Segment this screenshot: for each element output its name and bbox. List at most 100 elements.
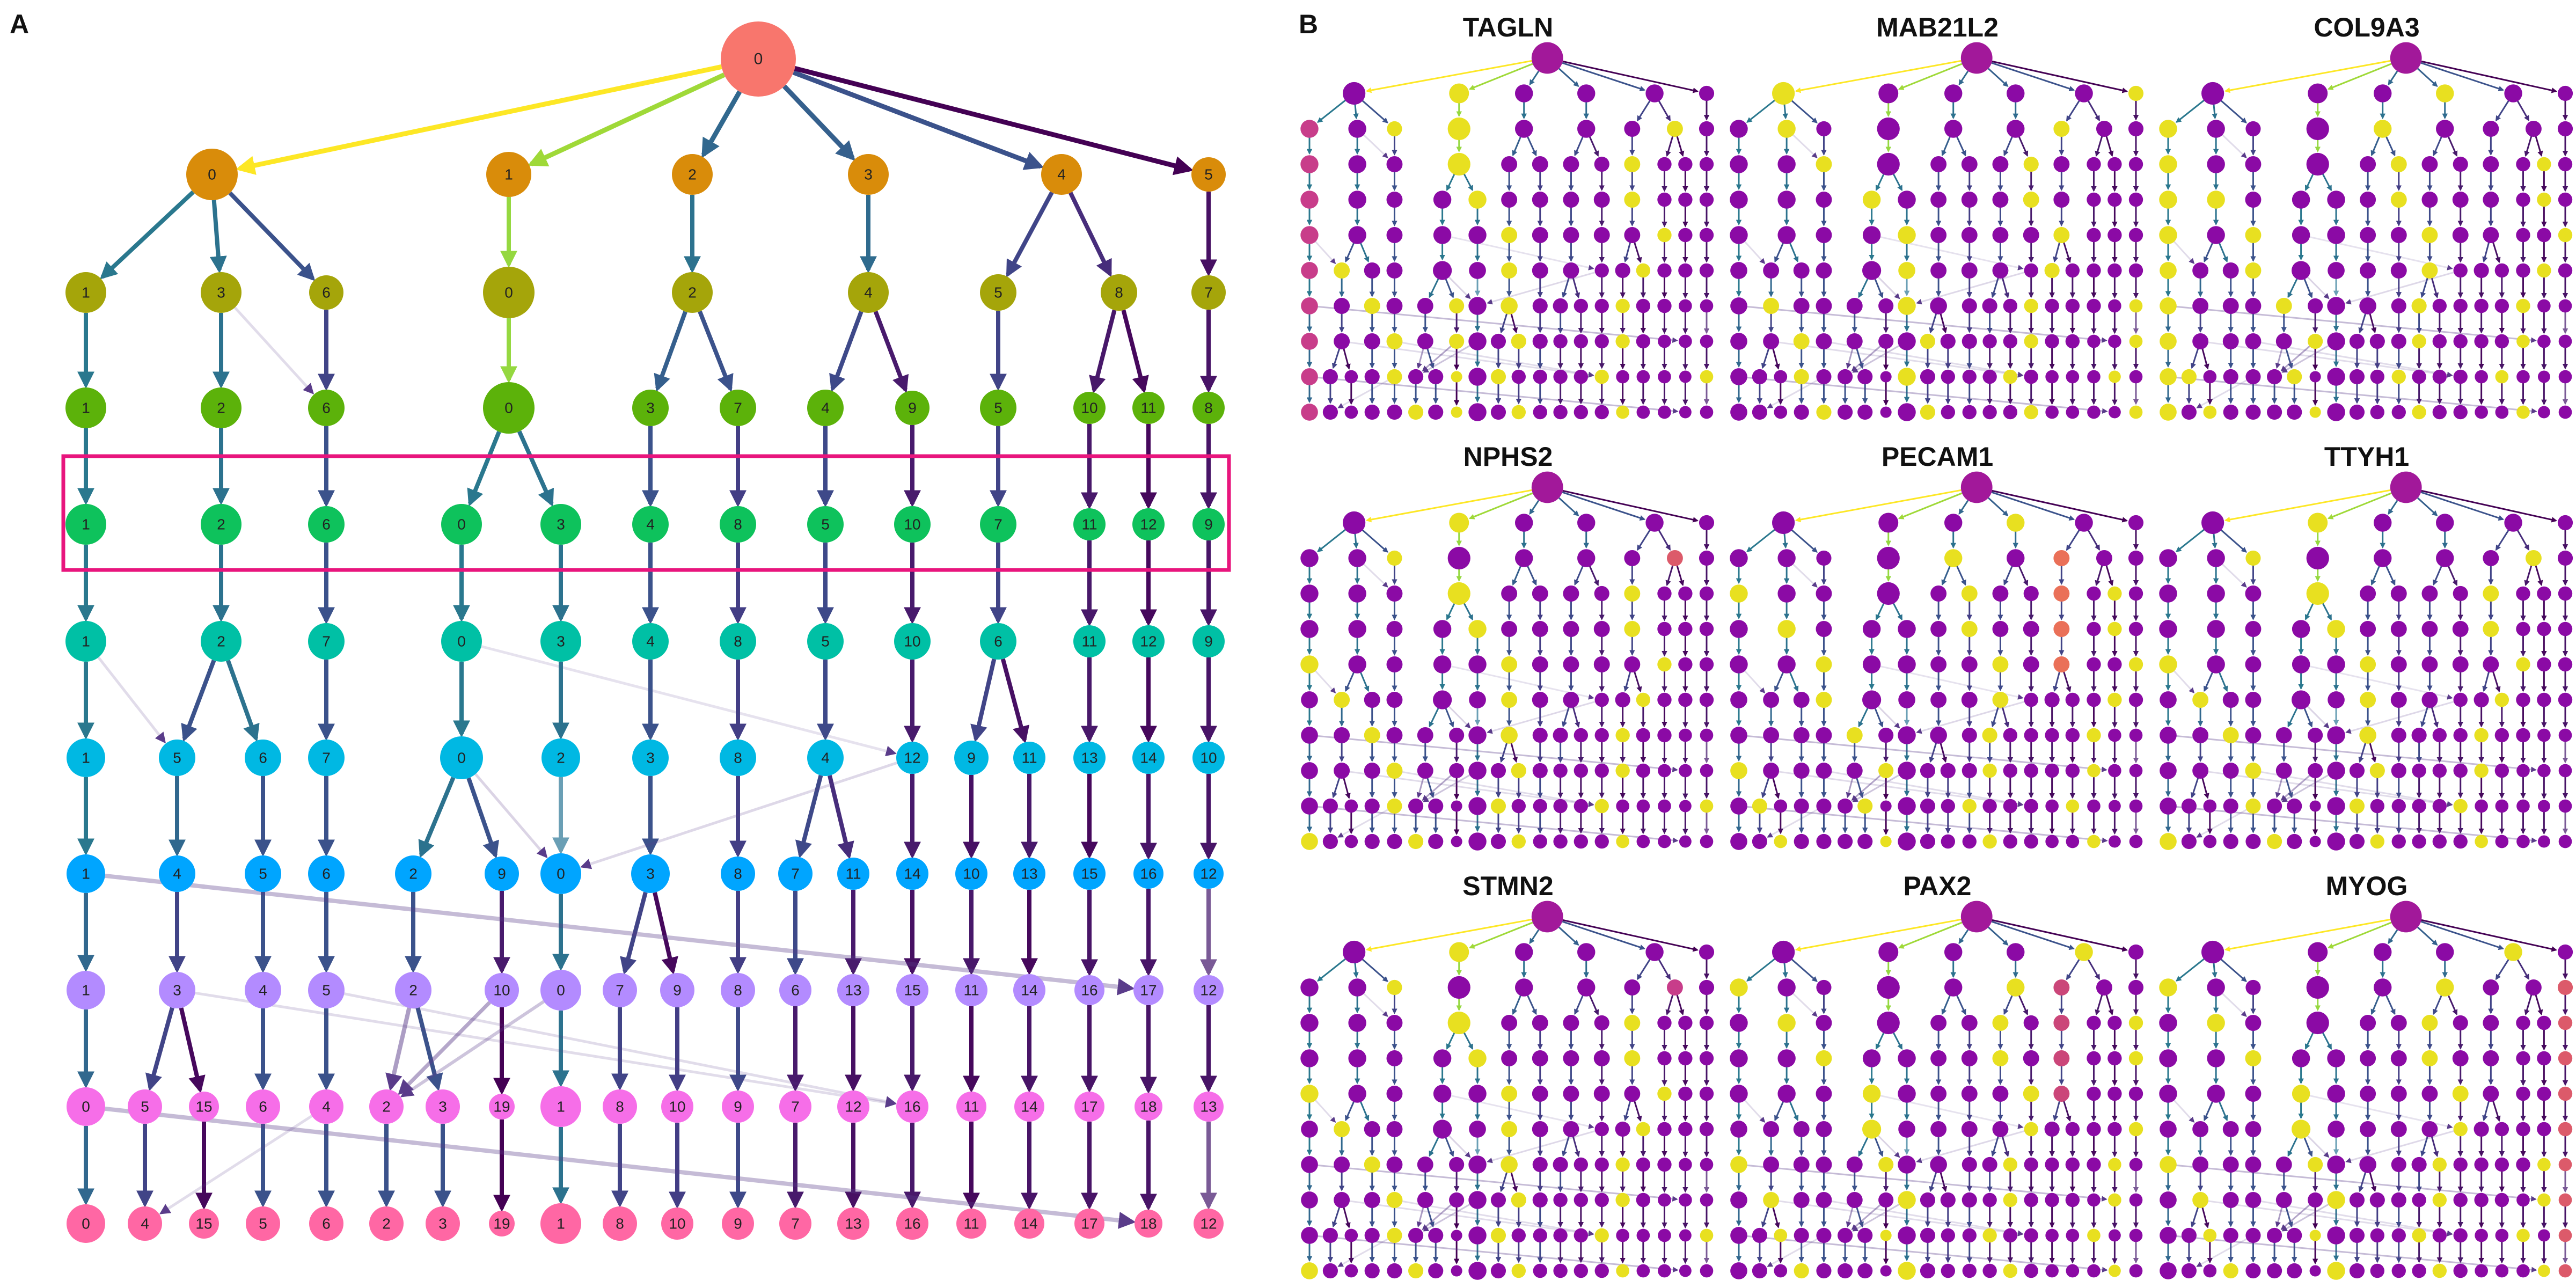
tree-node	[603, 973, 637, 1007]
mini-node	[2327, 726, 2345, 744]
mini-node	[1730, 833, 1747, 850]
mini-node	[1364, 1263, 1380, 1279]
mini-node	[1447, 1011, 1470, 1035]
mini-node	[1846, 763, 1863, 779]
mini-node	[1962, 1192, 1977, 1208]
mini-node	[1387, 369, 1402, 385]
mini-edge	[2388, 929, 2398, 945]
mini-node	[1816, 298, 1832, 314]
tree-node	[632, 390, 669, 426]
tree-node-label: 14	[1021, 1216, 1037, 1232]
mini-edge	[2495, 529, 2509, 551]
mini-node	[2432, 834, 2447, 849]
mini-node	[2159, 1014, 2177, 1032]
mini-node	[1658, 1193, 1671, 1207]
mini-node	[2349, 1192, 2365, 1208]
mini-edge	[2524, 994, 2533, 1016]
mini-edge	[2370, 995, 2380, 1015]
mini-node	[2087, 1015, 2101, 1030]
mini-node	[2023, 656, 2039, 672]
mini-node	[2107, 1051, 2122, 1066]
mini-node	[1982, 763, 1997, 778]
mini-node	[2558, 1051, 2573, 1066]
mini-node	[1574, 369, 1589, 384]
mini-node	[2107, 192, 2122, 207]
mini-edge	[2175, 958, 2205, 982]
mini-node	[1344, 370, 1358, 384]
mini-node	[2327, 1262, 2345, 1280]
mini-node	[1730, 1227, 1747, 1244]
mini-node	[1301, 1191, 1318, 1209]
mini-node	[2107, 1086, 2122, 1101]
mini-node	[1593, 1086, 1610, 1102]
tree-node	[632, 623, 669, 660]
mini-node	[2181, 404, 2197, 420]
mini-edge	[2492, 671, 2501, 693]
mini-node	[1699, 550, 1715, 566]
mini-edge	[1789, 243, 1799, 263]
tree-node	[540, 621, 581, 662]
mini-edge	[1846, 1207, 1854, 1228]
tree-node	[980, 623, 1016, 660]
mini-node	[2483, 621, 2499, 637]
mini-node	[2390, 471, 2422, 503]
tree-node	[189, 1092, 219, 1122]
mini-node	[2328, 262, 2345, 279]
tree-node-label: 2	[688, 166, 697, 183]
mini-node	[2516, 1193, 2530, 1207]
mini-edge	[1852, 345, 1900, 373]
mini-node	[2327, 832, 2345, 851]
mini-node	[2287, 1227, 2302, 1243]
mini-node	[1816, 1086, 1832, 1102]
mini-node	[1880, 406, 1892, 418]
mini-node	[1636, 263, 1651, 278]
mini-node	[2267, 798, 2282, 814]
mini-edge	[1851, 774, 1881, 801]
mini-node	[2245, 979, 2261, 996]
mini-node	[2412, 334, 2426, 349]
mini-node	[1636, 1157, 1651, 1172]
mini-node	[1387, 404, 1402, 420]
mini-node	[1563, 227, 1579, 243]
mini-node	[1930, 227, 1947, 243]
mini-node	[2087, 1264, 2101, 1278]
mini-node	[1553, 799, 1568, 814]
mini-node	[2516, 692, 2530, 707]
mini-edge	[2173, 670, 2195, 694]
tree-node-label: 9	[734, 1216, 742, 1232]
mini-node	[1898, 620, 1916, 638]
mini-node	[2003, 369, 2018, 384]
mini-node	[1616, 1264, 1629, 1278]
mini-node	[1624, 121, 1641, 137]
tree-node	[309, 275, 343, 310]
mini-node	[1636, 728, 1651, 743]
mini-edge	[2221, 134, 2247, 158]
mini-edge	[1987, 68, 2009, 87]
mini-node	[1447, 546, 1470, 570]
mini-edge	[1416, 1207, 1424, 1228]
mini-node	[1449, 513, 1469, 533]
mini-node	[2087, 192, 2101, 207]
mini-node	[2267, 833, 2282, 850]
mini-edge	[1658, 530, 1671, 551]
mini-node	[1898, 655, 1916, 674]
mini-edge	[2287, 707, 2298, 728]
mini-node	[1322, 1263, 1338, 1279]
mini-node	[2108, 1158, 2121, 1172]
mini-node	[2369, 763, 2385, 779]
mini-node	[2207, 1014, 2225, 1032]
mini-node	[1533, 369, 1547, 384]
mini-edge	[1510, 1172, 1518, 1192]
mini-node	[2128, 1086, 2143, 1101]
mini-node	[1982, 334, 1997, 349]
mini-edge	[1448, 276, 1471, 299]
mini-node	[1501, 692, 1518, 708]
mini-edge	[2190, 348, 2199, 369]
mini-edge	[1426, 1207, 1435, 1228]
mini-node	[1615, 1192, 1630, 1208]
mini-node	[1574, 1192, 1589, 1208]
mini-node	[2369, 1192, 2385, 1208]
mini-node	[1920, 333, 1936, 349]
mini-node	[2421, 1015, 2438, 1031]
mini-node	[2007, 120, 2025, 138]
